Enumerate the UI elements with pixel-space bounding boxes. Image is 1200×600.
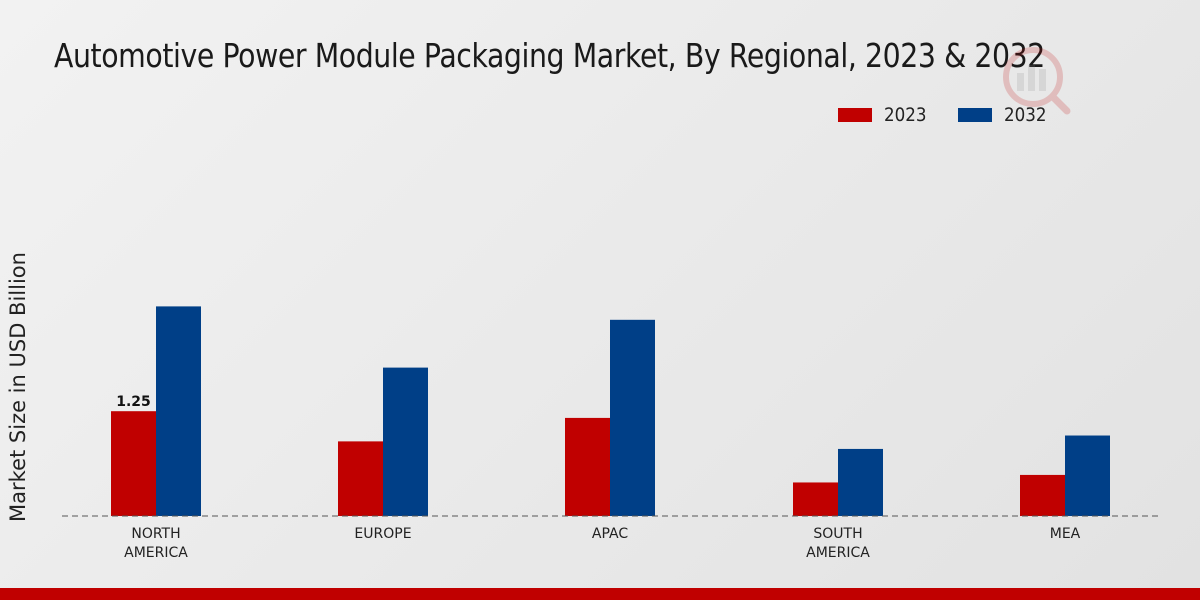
bar-2023-north-america: [111, 411, 156, 516]
chart-title: Automotive Power Module Packaging Market…: [54, 36, 1045, 75]
x-tick-label: MEA: [1050, 526, 1081, 542]
bar-2032-north-america: [156, 306, 201, 516]
bar-2032-south-america: [838, 448, 883, 516]
bar-2023-apac: [565, 417, 610, 516]
bar-2023-europe: [338, 441, 383, 516]
legend-label-2032: 2032: [1004, 104, 1047, 126]
footer-bar: [0, 588, 1200, 600]
bar-2032-apac: [610, 319, 655, 516]
labels-layer: NORTH AMERICA EUROPE APAC SOUTH AMERICA MEA 1.2…: [116, 394, 1080, 561]
bar-2032-mea: [1065, 435, 1110, 516]
legend-swatch-2023: [838, 108, 872, 122]
bar-2023-south-america: [793, 482, 838, 516]
x-tick-label: SOUTH: [813, 526, 862, 542]
x-tick-label: AMERICA: [806, 545, 870, 561]
watermark-logo: [995, 45, 1075, 115]
legend-swatch-2032: [958, 108, 992, 122]
x-tick-label: NORTH: [131, 526, 180, 542]
x-tick-label: APAC: [592, 526, 628, 542]
bar-2032-europe: [383, 367, 428, 516]
x-tick-label: AMERICA: [124, 545, 188, 561]
bars-layer: [111, 306, 1110, 516]
legend-label-2023: 2023: [884, 104, 927, 126]
bar-2023-mea: [1020, 474, 1065, 516]
data-label: 1.25: [116, 394, 151, 410]
x-tick-label: EUROPE: [354, 526, 411, 542]
